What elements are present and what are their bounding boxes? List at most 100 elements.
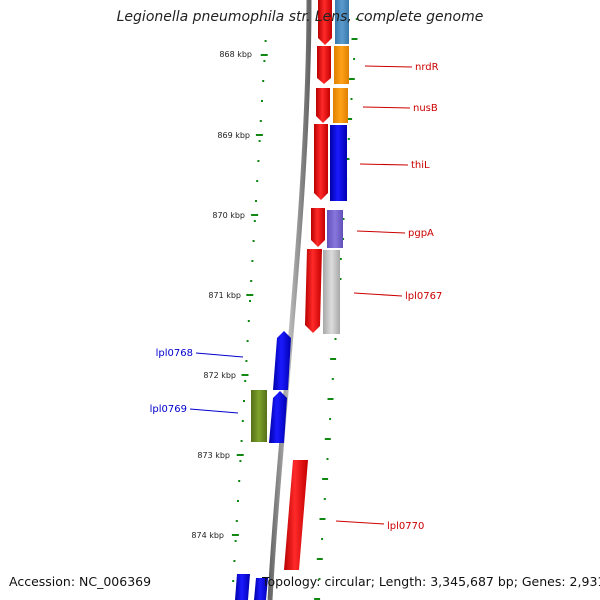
- ruler-dot: [263, 60, 266, 62]
- gene-arrow-lpl0767[interactable]: [305, 249, 322, 333]
- gene-arrow-nrdR[interactable]: [317, 46, 331, 84]
- genome-title: Legionella pneumophila str. Lens, comple…: [116, 9, 484, 25]
- ruler-dot: [237, 500, 239, 502]
- outer-ruler-mark: [330, 358, 337, 360]
- outer-ruler-mark: [331, 378, 334, 380]
- gene-arrow-nusB[interactable]: [316, 88, 330, 123]
- outer-ruler-mark: [321, 538, 324, 540]
- cog-bars-forward: [323, 0, 349, 334]
- ruler-dot: [238, 480, 241, 482]
- ruler-dot: [233, 560, 236, 562]
- outer-ruler-mark: [326, 458, 329, 460]
- ruler-dot: [261, 100, 263, 102]
- ruler-dot: [262, 80, 265, 82]
- scale-label-872: 872 kbp: [203, 371, 236, 380]
- gene-arrow-lpl0769[interactable]: [269, 391, 287, 443]
- accession-text: Accession: NC_006369: [9, 574, 152, 589]
- cog-bar-top: [335, 0, 349, 44]
- outer-ruler-mark: [353, 58, 356, 60]
- gene-label-nusB[interactable]: nusB: [413, 103, 438, 114]
- gene-arrow-lpl0768[interactable]: [273, 331, 291, 390]
- ruler-dot: [247, 320, 250, 322]
- scale-tick-870: [251, 214, 259, 216]
- gene-label-thiL[interactable]: thiL: [411, 160, 430, 171]
- gene-arrow-thiL[interactable]: [314, 124, 328, 200]
- scale-tick-871: [246, 294, 254, 296]
- outer-ruler-mark: [346, 118, 353, 120]
- ruler-dot: [256, 180, 259, 182]
- outer-ruler-mark: [342, 218, 345, 220]
- outer-ruler-mark: [323, 498, 326, 500]
- gene-label-lpl0767[interactable]: lpl0767: [405, 291, 442, 302]
- outer-ruler-mark: [350, 98, 353, 100]
- ruler-dot: [253, 220, 256, 222]
- ruler-dot: [240, 440, 243, 442]
- cog-bar-lpl0769: [251, 390, 267, 442]
- scale-tick-872: [241, 374, 249, 376]
- ruler-dot: [235, 520, 238, 522]
- ruler-dot: [250, 280, 253, 282]
- scale-tick-869: [255, 134, 263, 136]
- outer-ruler-mark: [348, 78, 355, 80]
- ruler-dot: [239, 460, 242, 462]
- outer-ruler-mark: [324, 438, 331, 440]
- outer-ruler-mark: [316, 558, 323, 560]
- scale-label-873: 873 kbp: [197, 451, 230, 460]
- scale-ruler: [232, 40, 267, 582]
- outer-ruler-mark: [322, 478, 329, 480]
- ruler-dot: [259, 120, 262, 122]
- outer-ruler-mark: [339, 258, 342, 260]
- scale-label-868: 868 kbp: [219, 50, 252, 59]
- ruler-dot: [249, 300, 251, 302]
- genome-backbone: [267, 0, 312, 600]
- outer-ruler-mark: [351, 38, 358, 40]
- forward-strand-genes: [284, 0, 332, 570]
- gene-arrow-top[interactable]: [318, 0, 332, 45]
- cog-bar-pgpA: [327, 210, 343, 248]
- cog-bar-nrdR: [334, 46, 349, 84]
- gene-arrow-bottom-2[interactable]: [254, 578, 268, 600]
- topology-text: Topology: circular; Length: 3,345,687 bp…: [262, 574, 600, 589]
- scale-label-871: 871 kbp: [208, 291, 241, 300]
- ruler-dot: [246, 340, 249, 342]
- outer-ruler-mark: [327, 398, 334, 400]
- ruler-dot: [251, 260, 254, 262]
- ruler-dot: [255, 200, 257, 202]
- outer-ruler-mark: [334, 338, 337, 340]
- scale-label-874: 874 kbp: [191, 531, 224, 540]
- gene-label-nrdR[interactable]: nrdR: [415, 62, 439, 73]
- scale-ticks: [231, 54, 268, 536]
- scale-tick-874: [231, 534, 239, 536]
- ruler-dot: [241, 420, 244, 422]
- scale-tick-868: [260, 54, 268, 56]
- outer-ruler-mark: [355, 18, 358, 20]
- scale-tick-873: [236, 454, 244, 456]
- ruler-dot: [252, 240, 255, 242]
- scale-label-869: 869 kbp: [217, 131, 250, 140]
- gene-label-pgpA[interactable]: pgpA: [408, 228, 434, 239]
- gene-arrow-lpl0770[interactable]: [284, 460, 308, 570]
- ruler-dot: [264, 40, 267, 42]
- cog-bar-nusB: [333, 88, 348, 123]
- outer-ruler-mark: [319, 518, 326, 520]
- gene-arrow-bottom-1[interactable]: [235, 574, 250, 600]
- ruler-dot: [234, 540, 237, 542]
- ruler-dot: [244, 380, 247, 382]
- ruler-dot: [232, 580, 235, 582]
- ruler-dot: [245, 360, 248, 362]
- cog-bar-lpl0767: [323, 250, 340, 334]
- gene-label-lpl0769[interactable]: lpl0769: [150, 404, 187, 415]
- ruler-dot: [258, 140, 261, 142]
- gene-label-lpl0770[interactable]: lpl0770: [387, 521, 424, 532]
- gene-arrow-pgpA[interactable]: [311, 208, 325, 247]
- outer-ruler-mark: [314, 598, 321, 600]
- reverse-strand-genes: [235, 331, 291, 600]
- scale-label-870: 870 kbp: [212, 211, 245, 220]
- outer-ruler-mark: [329, 418, 332, 420]
- gene-leader-lines: [189, 65, 413, 525]
- gene-label-lpl0768[interactable]: lpl0768: [156, 348, 193, 359]
- ruler-dot: [257, 160, 260, 162]
- outer-ruler-mark: [318, 578, 321, 580]
- cog-bar-thiL: [330, 125, 347, 201]
